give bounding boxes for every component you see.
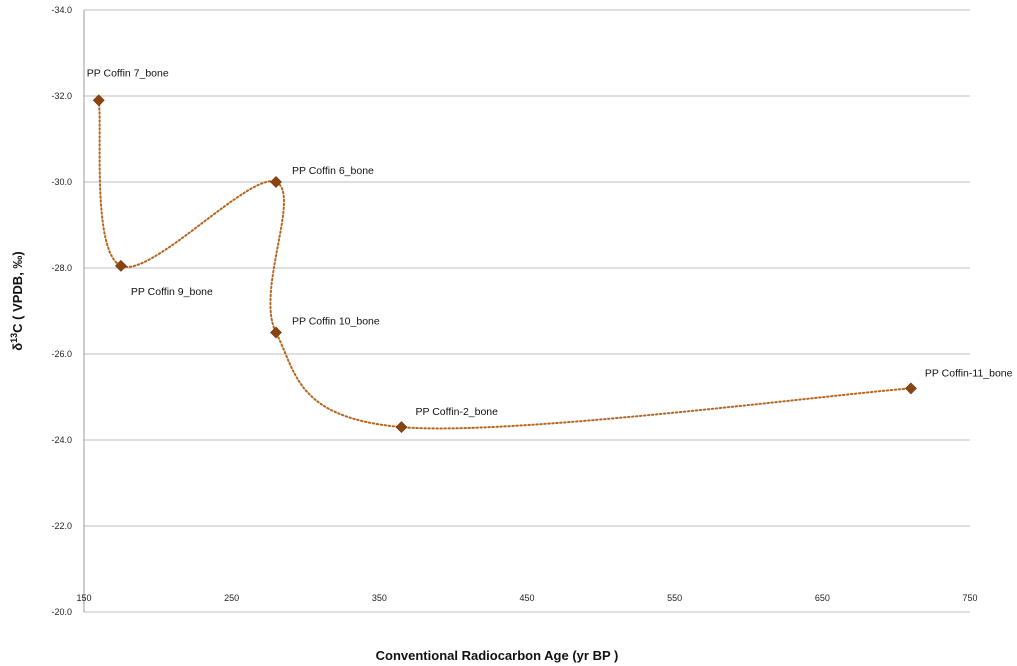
- data-point-label: PP Coffin-11_bone: [925, 367, 1013, 379]
- data-point-label: PP Coffin 9_bone: [131, 286, 213, 298]
- y-tick-label: -30.0: [51, 177, 72, 187]
- data-point-marker: [92, 94, 105, 107]
- data-point-label: PP Coffin-2_bone: [415, 406, 498, 418]
- data-point-marker: [395, 421, 408, 434]
- tick-labels: -20.0 -22.0 -24.0 -26.0 -28.0 -30.0 -32.0 -34.0…: [51, 5, 977, 617]
- data-point-marker: [270, 326, 282, 339]
- data-point-marker: [905, 382, 917, 395]
- x-tick-label: 250: [224, 593, 239, 603]
- x-tick-label: 650: [815, 593, 830, 603]
- data-point-marker: [270, 176, 282, 188]
- data-point-label: PP Coffin 10_bone: [292, 316, 380, 328]
- y-axis-title-suffix: C ( VPDB, ‰): [10, 251, 25, 333]
- y-tick-label: -34.0: [51, 5, 72, 15]
- x-tick-label: 150: [76, 593, 91, 603]
- y-tick-label: -26.0: [51, 349, 72, 359]
- point-labels: PP Coffin 7_bone PP Coffin 9_bone PP Coffi…: [87, 67, 1013, 418]
- series-connector-line: [97, 99, 912, 430]
- y-tick-label: -24.0: [51, 435, 72, 445]
- gridlines: [84, 9, 970, 613]
- y-tick-label: -22.0: [51, 521, 72, 531]
- data-point-label: PP Coffin 6_bone: [292, 165, 374, 177]
- data-markers: [92, 94, 917, 434]
- x-tick-label: 550: [667, 593, 682, 603]
- x-tick-label: 750: [962, 593, 977, 603]
- x-tick-label: 450: [519, 593, 534, 603]
- y-tick-label: -28.0: [51, 263, 72, 273]
- y-axis-title-prefix: δ: [10, 343, 25, 351]
- data-point-marker: [114, 259, 127, 272]
- y-axis-title-superscript: 13: [9, 333, 19, 343]
- x-tick-label: 350: [372, 593, 387, 603]
- y-tick-label: -32.0: [51, 91, 72, 101]
- y-tick-label: -20.0: [51, 607, 72, 617]
- data-point-label: PP Coffin 7_bone: [87, 67, 169, 79]
- x-axis-title: Conventional Radiocarbon Age (yr BP ): [376, 648, 619, 663]
- y-axis-title: δ13C ( VPDB, ‰): [9, 251, 25, 351]
